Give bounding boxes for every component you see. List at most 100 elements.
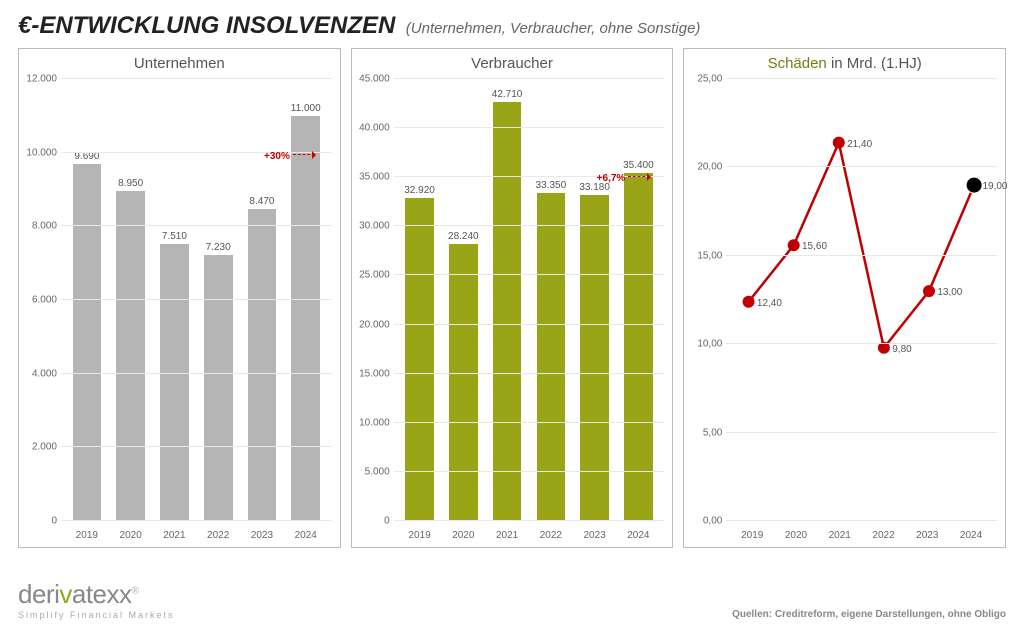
- bar: 8.470: [248, 209, 277, 521]
- xtick: 2023: [244, 530, 281, 541]
- xtick: 2024: [287, 530, 324, 541]
- ytick: 20.000: [359, 319, 390, 330]
- chart3-xaxis: 201920202021202220232024: [726, 530, 997, 541]
- chart2-title: Verbraucher: [352, 49, 673, 72]
- bar: 32.920: [405, 198, 434, 521]
- bar-value-label: 42.710: [492, 89, 523, 100]
- grid-line: [61, 373, 332, 374]
- xtick: 2019: [401, 530, 438, 541]
- bar-value-label: 35.400: [623, 160, 654, 171]
- change-annotation: +30%: [264, 151, 315, 162]
- panel-schaeden: Schäden in Mrd. (1.HJ) 0,005,0010,0015,0…: [683, 48, 1006, 548]
- xtick: 2021: [156, 530, 193, 541]
- grid-line: [394, 324, 665, 325]
- bar-wrap: 7.510: [156, 79, 193, 521]
- grid-line: [61, 520, 332, 521]
- point-label: 9,80: [892, 344, 911, 355]
- bar: 8.950: [116, 191, 145, 521]
- ytick: 2.000: [32, 442, 57, 453]
- ytick: 15.000: [359, 368, 390, 379]
- ytick: 0: [51, 516, 57, 527]
- xtick: 2019: [69, 530, 106, 541]
- xtick: 2022: [532, 530, 569, 541]
- ytick: 10,00: [697, 339, 722, 350]
- grid-line: [61, 446, 332, 447]
- grid-line: [394, 78, 665, 79]
- bar-value-label: 8.470: [249, 196, 274, 207]
- point-label: 13,00: [937, 287, 962, 298]
- chart3-title: Schäden in Mrd. (1.HJ): [684, 49, 1005, 72]
- bar-wrap: 8.470: [244, 79, 281, 521]
- bar-value-label: 8.950: [118, 178, 143, 189]
- grid-line: [726, 432, 997, 433]
- bar-wrap: 28.240: [445, 79, 482, 521]
- bar: 7.230: [204, 255, 233, 521]
- xtick: 2023: [576, 530, 613, 541]
- ytick: 35.000: [359, 172, 390, 183]
- grid-line: [394, 471, 665, 472]
- grid-line: [394, 225, 665, 226]
- grid-line: [61, 299, 332, 300]
- point-label: 15,60: [802, 241, 827, 252]
- ytick: 30.000: [359, 221, 390, 232]
- ytick: 25,00: [697, 74, 722, 85]
- line-marker: [743, 296, 755, 308]
- brand-logo: derivatexx®: [18, 579, 175, 610]
- bar: 7.510: [160, 244, 189, 521]
- ytick: 10.000: [26, 147, 57, 158]
- xtick: 2023: [909, 530, 946, 541]
- panel-verbraucher: Verbraucher 05.00010.00015.00020.00025.0…: [351, 48, 674, 548]
- ytick: 4.000: [32, 368, 57, 379]
- bar-wrap: 32.920: [401, 79, 438, 521]
- chart2-area: 32.92028.24042.71033.35033.18035.400 +6,…: [394, 79, 665, 521]
- bar-value-label: 33.350: [536, 180, 567, 191]
- grid-line: [61, 225, 332, 226]
- ytick: 15,00: [697, 250, 722, 261]
- chart3-yaxis: 0,005,0010,0015,0020,0025,00: [684, 79, 726, 521]
- change-annotation: +6,7%: [597, 173, 650, 184]
- xtick: 2020: [112, 530, 149, 541]
- line-marker: [923, 285, 935, 297]
- bar-wrap: 9.690: [69, 79, 106, 521]
- ytick: 0: [384, 516, 390, 527]
- grid-line: [726, 166, 997, 167]
- bar-value-label: 32.920: [404, 185, 435, 196]
- header: €-ENTWICKLUNG INSOLVENZEN (Unternehmen, …: [18, 12, 1006, 40]
- bar-wrap: 42.710: [489, 79, 526, 521]
- logo-tm: ®: [132, 585, 139, 596]
- xtick: 2020: [778, 530, 815, 541]
- bar: 11.000: [291, 116, 320, 521]
- ytick: 45.000: [359, 74, 390, 85]
- bar-wrap: 7.230: [200, 79, 237, 521]
- grid-line: [726, 255, 997, 256]
- grid-line: [394, 422, 665, 423]
- bar-wrap: 35.400: [620, 79, 657, 521]
- bar: 28.240: [449, 244, 478, 521]
- xtick: 2021: [821, 530, 858, 541]
- chart3-title-prefix: Schäden: [768, 55, 827, 72]
- xtick: 2022: [200, 530, 237, 541]
- line-marker: [966, 177, 982, 193]
- chart3-area: 12,4015,6021,409,8013,0019,00: [726, 79, 997, 521]
- grid-line: [394, 274, 665, 275]
- bar-value-label: 9.690: [74, 151, 99, 162]
- point-label: 12,40: [757, 298, 782, 309]
- ytick: 5.000: [365, 466, 390, 477]
- bar-wrap: 8.950: [112, 79, 149, 521]
- bar-value-label: 28.240: [448, 231, 479, 242]
- page-title: €-ENTWICKLUNG INSOLVENZEN: [18, 12, 395, 39]
- xtick: 2021: [489, 530, 526, 541]
- bar-wrap: 11.000: [287, 79, 324, 521]
- bar: 9.690: [73, 164, 102, 521]
- grid-line: [394, 127, 665, 128]
- bar: 42.710: [493, 102, 522, 522]
- grid-line: [61, 78, 332, 79]
- page-subtitle: (Unternehmen, Verbraucher, ohne Sonstige…: [406, 20, 701, 37]
- logo-tagline: Simplify Financial Markets: [18, 610, 175, 620]
- chart3-title-suffix: in Mrd. (1.HJ): [827, 55, 922, 72]
- logo-pre: deri: [18, 579, 59, 609]
- xtick: 2024: [620, 530, 657, 541]
- point-label: 19,00: [982, 181, 1007, 192]
- logo-block: derivatexx® Simplify Financial Markets: [18, 579, 175, 620]
- chart2-bars: 32.92028.24042.71033.35033.18035.400: [394, 79, 665, 521]
